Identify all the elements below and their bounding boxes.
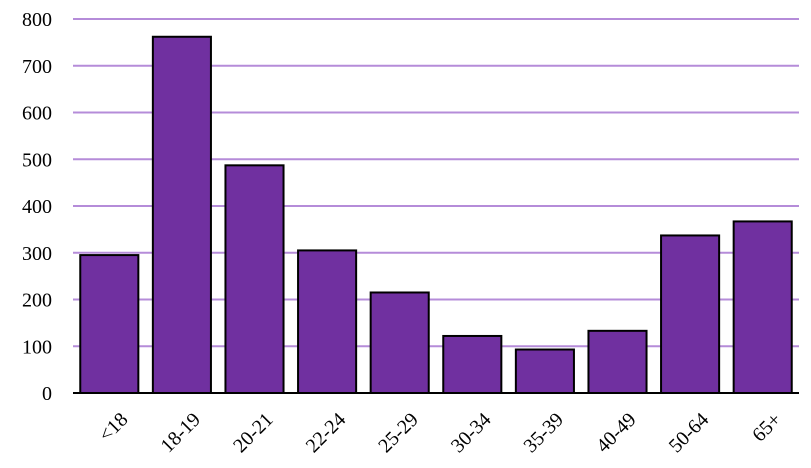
x-tick-label: 22-24 bbox=[302, 409, 351, 458]
bar-<18 bbox=[79, 254, 140, 394]
x-tick-label: <18 bbox=[95, 409, 133, 447]
y-tick-label: 700 bbox=[22, 56, 52, 78]
bar-20-21 bbox=[224, 164, 285, 394]
x-tick-label: 25-29 bbox=[374, 409, 423, 458]
bars bbox=[79, 35, 793, 395]
x-tick-label: 65+ bbox=[748, 409, 786, 447]
y-axis-tick-labels: 0 100 200 300 400 500 600 700 800 bbox=[22, 9, 52, 405]
y-tick-label: 300 bbox=[22, 243, 52, 265]
y-tick-label: 400 bbox=[22, 196, 52, 218]
bar-18-19 bbox=[151, 35, 212, 394]
x-tick-label: 40-49 bbox=[592, 409, 641, 458]
bar-22-24 bbox=[297, 249, 358, 394]
y-tick-label: 800 bbox=[22, 9, 52, 31]
y-tick-label: 100 bbox=[22, 336, 52, 358]
x-tick-label: 20-21 bbox=[229, 409, 278, 458]
bar-35-39 bbox=[514, 348, 575, 394]
x-tick-label: 18-19 bbox=[156, 409, 205, 458]
bar-30-34 bbox=[442, 334, 503, 394]
x-tick-label: 50-64 bbox=[665, 409, 714, 458]
bar-25-29 bbox=[369, 291, 430, 394]
y-tick-label: 200 bbox=[22, 290, 52, 312]
y-tick-label: 600 bbox=[22, 103, 52, 125]
y-tick-label: 500 bbox=[22, 149, 52, 171]
x-tick-label: 30-34 bbox=[447, 409, 496, 458]
y-tick-label: 0 bbox=[42, 383, 52, 405]
bar-65+ bbox=[732, 220, 793, 394]
bar-50-64 bbox=[660, 234, 721, 394]
x-tick-label: 35-39 bbox=[519, 409, 568, 458]
bar-40-49 bbox=[587, 329, 648, 395]
x-axis-tick-labels: <18 18-19 20-21 22-24 25-29 30-34 35-39 40-49 50… bbox=[95, 409, 786, 458]
